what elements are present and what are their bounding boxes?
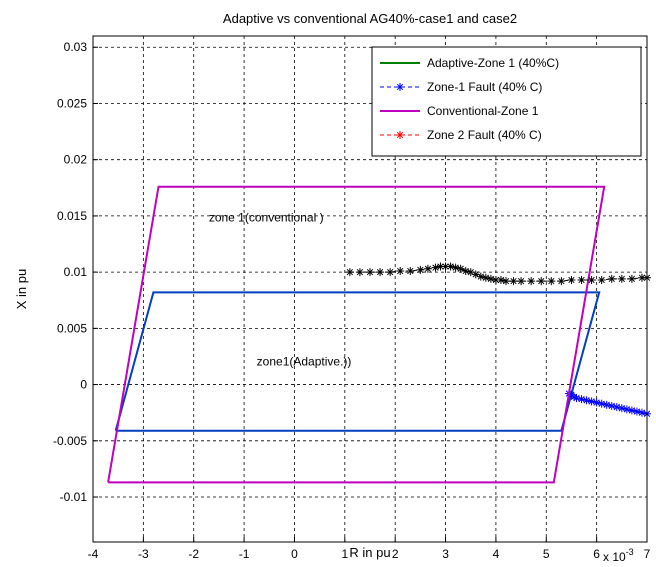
series-4-point xyxy=(496,276,505,285)
x-tick-label: 7 xyxy=(644,547,651,561)
series-4-point xyxy=(446,262,455,271)
series-4-point xyxy=(527,277,536,286)
series-4-point xyxy=(461,267,470,276)
series-4-point xyxy=(637,273,646,282)
series-2-point xyxy=(592,398,601,407)
x-multiplier-base: x 10 xyxy=(603,550,626,564)
series-4-point xyxy=(607,274,616,283)
series-2-point xyxy=(632,407,641,416)
annotation-1: zone 1(conventional ) xyxy=(209,211,324,225)
y-axis-label: X in pu xyxy=(14,269,29,309)
series-2-point xyxy=(622,405,631,414)
series-4-point xyxy=(501,277,510,286)
legend-marker-2 xyxy=(396,83,404,91)
series-4-point xyxy=(567,276,576,285)
series-4-point xyxy=(486,274,495,283)
series-2-point xyxy=(637,408,646,417)
series-2-point xyxy=(612,403,621,412)
x-tick-label: -1 xyxy=(239,547,250,561)
series-4-point xyxy=(597,276,606,285)
y-tick-label: 0.025 xyxy=(57,96,87,110)
series-4-point xyxy=(557,277,566,286)
series-4-point xyxy=(627,274,636,283)
legend-label-3: Conventional-Zone 1 xyxy=(427,104,539,118)
series-2-point xyxy=(627,406,636,415)
series-4-point xyxy=(451,263,460,272)
y-tick-label: 0 xyxy=(80,378,87,392)
series-4-point xyxy=(376,268,385,277)
series-2-point xyxy=(572,394,581,403)
x-tick-label: -3 xyxy=(138,547,149,561)
series-4-point xyxy=(345,268,354,277)
x-tick-label: 2 xyxy=(392,547,399,561)
series-4-point xyxy=(517,277,526,286)
y-tick-label: 0.005 xyxy=(57,321,87,335)
series-2-point xyxy=(597,399,606,408)
series-2-point xyxy=(602,400,611,409)
series-line-1 xyxy=(114,291,601,432)
x-tick-label: 5 xyxy=(543,547,550,561)
series-4-point xyxy=(431,263,440,272)
x-axis-multiplier: x 10-3 xyxy=(603,547,634,564)
series-2-point xyxy=(582,396,591,405)
y-tick-label: -0.005 xyxy=(53,434,87,448)
x-multiplier-exponent: -3 xyxy=(626,547,634,557)
y-tick-label: 0.03 xyxy=(64,40,88,54)
y-tick-label: 0.01 xyxy=(64,265,88,279)
series-2-point xyxy=(607,401,616,410)
y-tick-label: -0.01 xyxy=(60,490,88,504)
x-axis-label: R in pu xyxy=(349,545,390,560)
series-line-3 xyxy=(107,185,606,484)
x-tick-label: 4 xyxy=(493,547,500,561)
annotations: zone 1(conventional ) zone1(Adaptive.)) xyxy=(209,211,352,369)
series-2-point xyxy=(577,395,586,404)
x-tick-label: 0 xyxy=(291,547,298,561)
y-tick-label: 0.02 xyxy=(64,153,88,167)
legend-marker-4 xyxy=(396,131,404,139)
x-tick-label: 3 xyxy=(442,547,449,561)
legend-label-4: Zone 2 Fault (40% C) xyxy=(427,128,542,142)
series-4-point xyxy=(355,268,364,277)
series-4-point xyxy=(509,277,518,286)
series-4-point xyxy=(476,272,485,281)
series-2-point xyxy=(587,397,596,406)
series-4-point xyxy=(587,276,596,285)
legend-label-2: Zone-1 Fault (40% C) xyxy=(427,80,542,94)
series-4-point xyxy=(547,277,556,286)
series-4-point xyxy=(481,273,490,282)
x-tick-label: 6 xyxy=(593,547,600,561)
series-4-point xyxy=(386,268,395,277)
y-tick-label: 0.015 xyxy=(57,209,87,223)
series-4-point xyxy=(366,268,374,277)
series-2-point xyxy=(617,404,626,413)
legend: Adaptive-Zone 1 (40%C) Zone-1 Fault (40% … xyxy=(371,46,642,157)
series-4-point xyxy=(537,277,546,286)
x-tick-label: -4 xyxy=(88,547,99,561)
series-4-point xyxy=(617,274,626,283)
plot-frame xyxy=(92,35,648,543)
annotation-2: zone1(Adaptive.)) xyxy=(257,354,352,368)
series-4-point xyxy=(577,276,586,285)
legend-label-1: Adaptive-Zone 1 (40%C) xyxy=(427,56,559,70)
series-4-point xyxy=(423,264,432,273)
series-4-point xyxy=(396,267,405,276)
x-tick-label: -2 xyxy=(188,547,199,561)
x-tick-label: 1 xyxy=(341,547,348,561)
series-4-point xyxy=(416,265,425,274)
legend-box xyxy=(371,46,642,157)
series-4-point xyxy=(406,267,415,276)
chart-title: Adaptive vs conventional AG40%-case1 and… xyxy=(223,11,517,26)
ticks: -4 -3 -2 -1 0 1 2 3 4 5 6 7 -0.01 -0.005 0 0.005 0.01 0.0… xyxy=(53,40,651,561)
